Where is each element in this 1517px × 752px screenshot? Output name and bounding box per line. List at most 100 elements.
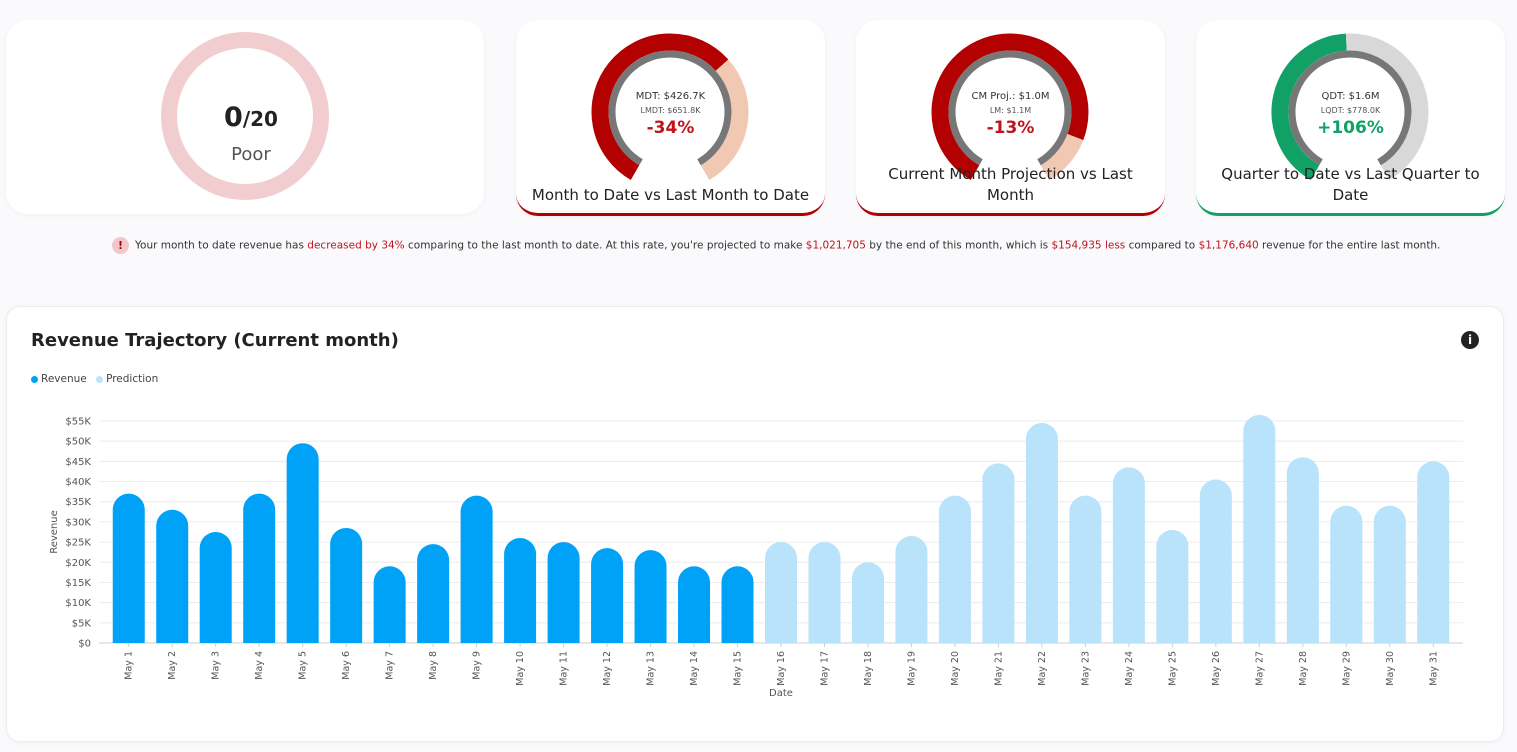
x-tick-label: May 27 xyxy=(1254,651,1265,686)
warning-icon: ! xyxy=(112,237,129,254)
x-tick-label: May 29 xyxy=(1341,651,1352,686)
gauge-arc-remaining xyxy=(1345,33,1429,180)
bar-revenue[interactable] xyxy=(243,493,276,643)
bar-revenue[interactable] xyxy=(156,509,189,643)
gauge-comparison-value: LMDT: $651.8K xyxy=(640,106,701,115)
gauge-title: Current Month Projection vs Last Month xyxy=(888,165,1133,204)
bar-prediction[interactable] xyxy=(1330,505,1363,643)
bar-revenue[interactable] xyxy=(591,548,624,643)
bar-prediction[interactable] xyxy=(808,542,841,643)
legend-item-prediction[interactable]: Prediction xyxy=(96,373,158,385)
gauge-percent-change: -13% xyxy=(986,118,1035,138)
x-tick-label: May 6 xyxy=(341,651,352,680)
revenue-trajectory-card: Revenue Trajectory (Current month) i Rev… xyxy=(6,306,1504,742)
x-tick-label: May 8 xyxy=(428,651,439,680)
chart-title: Revenue Trajectory (Current month) xyxy=(31,330,399,351)
gauge-current-value: CM Proj.: $1.0M xyxy=(971,91,1050,102)
alert-text: revenue for the entire last month. xyxy=(1258,239,1441,252)
alert-text: by the end of this month, which is xyxy=(865,239,1052,252)
x-tick-label: May 30 xyxy=(1385,651,1396,686)
x-tick-label: May 2 xyxy=(167,651,178,680)
gauge-percent-change: +106% xyxy=(1317,118,1384,138)
x-tick-label: May 5 xyxy=(298,651,309,680)
gauge-comparison-value: LM: $1.1M xyxy=(989,106,1032,115)
bar-revenue[interactable] xyxy=(504,538,537,643)
gauge-chart xyxy=(1271,33,1429,180)
gauge-current-value: QDT: $1.6M xyxy=(1321,91,1380,102)
y-tick-label: $55K xyxy=(65,417,91,428)
alert-text: compared to xyxy=(1125,239,1199,252)
gauge-arc-remaining xyxy=(700,59,749,180)
gauge-arc-value xyxy=(931,33,1089,180)
score-ring-track xyxy=(161,32,329,200)
x-tick-label: May 14 xyxy=(689,651,700,686)
y-tick-label: $15K xyxy=(65,578,91,589)
x-tick-label: May 18 xyxy=(863,651,874,686)
bar-revenue[interactable] xyxy=(634,550,667,643)
bar-prediction[interactable] xyxy=(1156,529,1189,643)
bar-prediction[interactable] xyxy=(1025,423,1058,643)
gauge-arc-value xyxy=(591,33,729,180)
info-icon[interactable]: i xyxy=(1461,331,1479,349)
bar-revenue[interactable] xyxy=(721,566,754,643)
x-tick-label: May 7 xyxy=(385,651,396,680)
x-tick-label: May 20 xyxy=(950,651,961,686)
alert-highlight: decreased by 34% xyxy=(307,239,405,252)
bar-revenue[interactable] xyxy=(460,495,493,643)
x-tick-label: May 4 xyxy=(254,651,265,680)
revenue-bar-chart: $0 $5K $10K $15K $20K $25K $30K $35K $40K $45K $50… xyxy=(49,414,1463,699)
gauge-card-month-projection: CM Proj.: $1.0M LM: $1.1M -13% Current M… xyxy=(856,20,1165,216)
bar-prediction[interactable] xyxy=(851,562,884,643)
y-tick-label: $5K xyxy=(72,618,92,629)
gauge-title: Quarter to Date vs Last Quarter to Date xyxy=(1221,165,1480,204)
y-tick-label: $45K xyxy=(65,457,91,468)
bar-prediction[interactable] xyxy=(1069,495,1102,643)
gauge-comparison-value: LQDT: $778.0K xyxy=(1320,106,1381,115)
x-tick-label: May 3 xyxy=(211,651,222,680)
legend-dot xyxy=(96,375,104,383)
bar-prediction[interactable] xyxy=(765,542,797,643)
bar-revenue[interactable] xyxy=(112,493,145,643)
bar-prediction[interactable] xyxy=(982,463,1015,643)
bar-prediction[interactable] xyxy=(895,536,928,643)
y-tick-label: $30K xyxy=(65,517,91,528)
bar-revenue[interactable] xyxy=(417,544,450,643)
x-tick-label: May 23 xyxy=(1080,651,1091,686)
bar-revenue[interactable] xyxy=(373,566,406,643)
bar-prediction[interactable] xyxy=(1112,467,1145,643)
score-number: 0 xyxy=(224,102,243,133)
legend-label: Revenue xyxy=(41,373,87,385)
y-tick-label: $0 xyxy=(78,639,91,650)
legend-item-revenue[interactable]: Revenue xyxy=(31,373,87,385)
x-tick-label: May 17 xyxy=(819,651,830,686)
bar-prediction[interactable] xyxy=(1417,461,1450,643)
x-tick-label: May 11 xyxy=(559,651,570,686)
x-tick-label: May 22 xyxy=(1037,651,1048,686)
gauge-card-quarter-to-date: QDT: $1.6M LQDT: $778.0K +106% Quarter t… xyxy=(1196,20,1505,216)
x-tick-label: May 10 xyxy=(515,651,526,686)
y-tick-label: $10K xyxy=(65,598,91,609)
gauge-chart xyxy=(931,33,1089,180)
gauge-arc-remaining xyxy=(1040,133,1084,180)
bar-revenue[interactable] xyxy=(286,443,319,643)
revenue-alert: ! Your month to date revenue has decrease… xyxy=(112,237,1440,254)
bar-revenue[interactable] xyxy=(199,532,232,643)
alert-highlight: $1,176,640 xyxy=(1198,239,1259,252)
legend-dot xyxy=(31,375,38,383)
legend-label: Prediction xyxy=(106,373,159,385)
bar-prediction[interactable] xyxy=(1243,414,1276,643)
x-tick-label: May 25 xyxy=(1167,651,1178,686)
alert-highlight: $1,021,705 xyxy=(805,239,866,252)
bar-prediction[interactable] xyxy=(1286,457,1319,643)
bar-revenue[interactable] xyxy=(547,542,580,643)
y-tick-label: $25K xyxy=(65,538,91,549)
alert-highlight: $154,935 less xyxy=(1051,239,1126,252)
bar-revenue[interactable] xyxy=(678,566,711,643)
bar-prediction[interactable] xyxy=(1373,505,1406,643)
bar-prediction[interactable] xyxy=(1199,479,1232,643)
x-tick-label: May 26 xyxy=(1211,651,1222,686)
y-tick-label: $40K xyxy=(65,477,91,488)
y-axis-label: Revenue xyxy=(49,510,60,554)
bar-prediction[interactable] xyxy=(938,495,971,643)
bar-revenue[interactable] xyxy=(330,527,363,643)
